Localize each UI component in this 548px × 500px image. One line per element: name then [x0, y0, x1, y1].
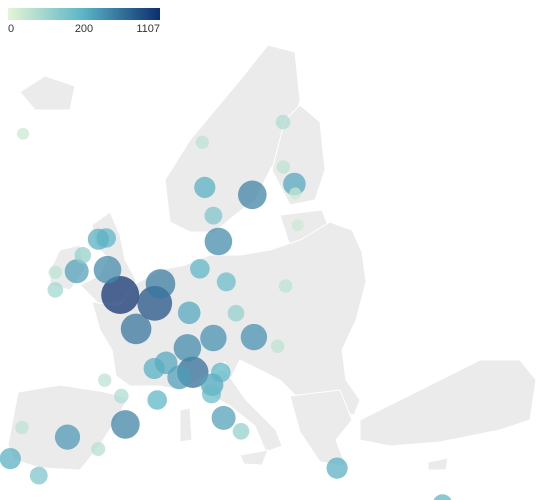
bubble	[195, 135, 209, 149]
bubble	[216, 272, 236, 292]
bubble	[270, 339, 285, 353]
bubble	[143, 357, 165, 380]
bubble	[147, 390, 167, 410]
bubbles	[0, 114, 452, 500]
bubble	[291, 219, 304, 232]
legend-label: 200	[75, 23, 93, 35]
bubble	[283, 172, 306, 196]
bubble	[204, 227, 233, 256]
bubble	[276, 160, 291, 174]
legend-label: 0	[8, 23, 14, 35]
bubble	[238, 180, 267, 210]
bubble	[47, 282, 64, 298]
legend-bar	[8, 8, 160, 20]
bubble	[114, 388, 129, 404]
bubble	[120, 313, 152, 345]
bubble	[15, 420, 29, 435]
bubble	[275, 114, 291, 130]
bubble	[177, 301, 201, 325]
bubble	[211, 362, 231, 383]
bubble	[232, 423, 250, 440]
bubble	[227, 304, 245, 322]
bubble	[74, 247, 92, 264]
bubble	[278, 279, 293, 293]
bubble	[211, 405, 236, 430]
bubble	[91, 442, 106, 456]
bubble	[190, 259, 210, 279]
bubble	[194, 176, 216, 198]
bubble	[289, 187, 302, 200]
bubble	[101, 276, 140, 314]
bubble	[111, 410, 140, 439]
bubble	[240, 323, 268, 351]
bubble	[433, 494, 452, 500]
bubble	[96, 228, 116, 248]
bubble	[202, 384, 221, 404]
legend: 0 200 1107	[8, 23, 160, 35]
bubble	[145, 269, 176, 299]
bubble	[200, 324, 227, 352]
bubble	[204, 206, 223, 225]
bubble	[173, 334, 202, 362]
bubble	[17, 127, 29, 140]
bubble	[29, 466, 48, 485]
bubble	[64, 259, 89, 284]
bubble	[54, 424, 81, 450]
bubble	[48, 265, 62, 279]
legend-label: 1107	[136, 23, 160, 35]
bubble	[326, 457, 348, 479]
bubble	[0, 448, 21, 470]
bubble	[93, 255, 122, 284]
bubble	[98, 373, 112, 387]
